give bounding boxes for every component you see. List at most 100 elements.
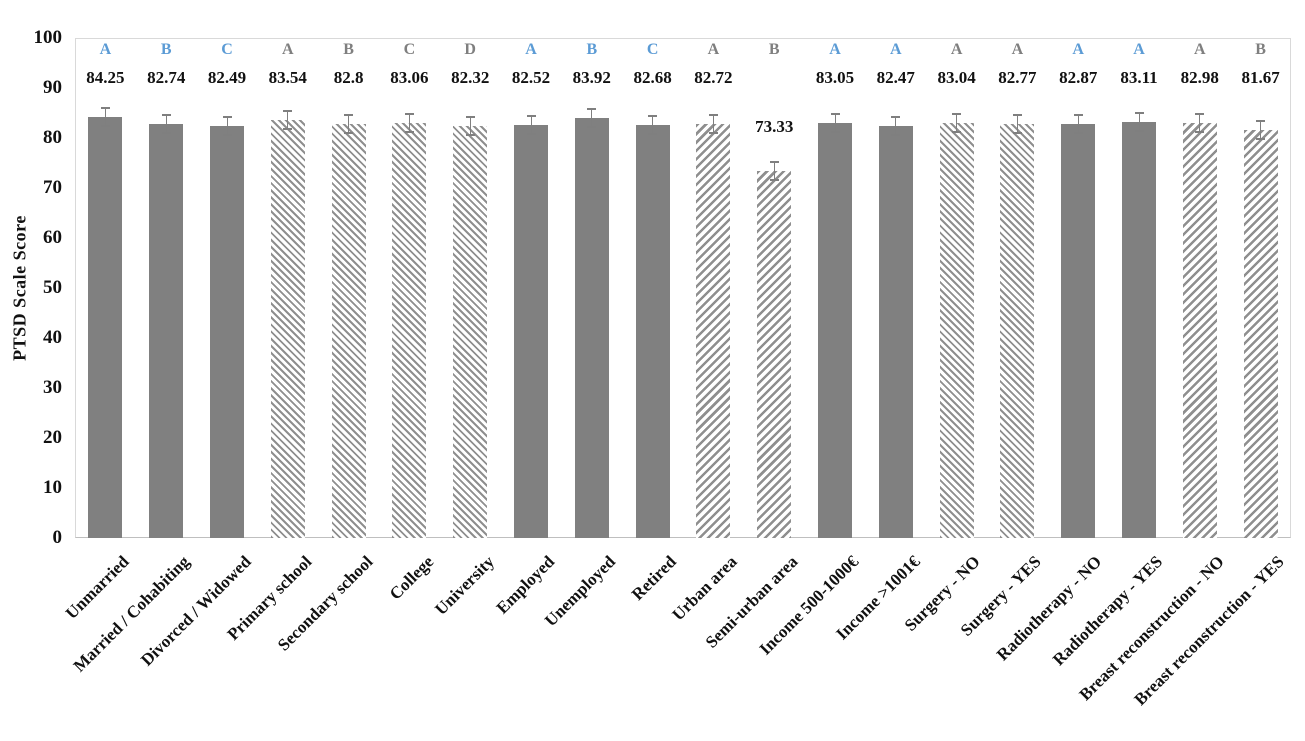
error-bar: [652, 115, 654, 134]
bar-value-label: 82.47: [876, 68, 915, 87]
error-bar-top-cap: [891, 115, 901, 118]
bar-significance-letter: A: [1133, 41, 1145, 58]
bar-value-label: 82.49: [207, 68, 247, 87]
error-bar-top-cap: [465, 116, 475, 119]
error-bar-top-cap: [587, 108, 597, 111]
bar: [635, 124, 670, 538]
bar-value-label: 82.74: [147, 68, 186, 87]
bar-significance-letter: A: [950, 41, 963, 58]
bar: [757, 171, 792, 538]
bar-significance-letter: B: [1255, 41, 1266, 58]
y-axis-tick-label: 60: [43, 227, 62, 248]
error-bar-bottom-cap: [708, 132, 718, 135]
error-bar: [1260, 120, 1262, 139]
error-bar: [1138, 113, 1140, 132]
bar-significance-letter: A: [890, 41, 902, 58]
error-bar-bottom-cap: [526, 133, 536, 136]
bar: [1182, 123, 1217, 538]
bar-significance-letter: B: [586, 41, 598, 58]
error-bar: [834, 113, 836, 132]
bar-significance-letter: A: [829, 41, 841, 58]
error-bar-bottom-cap: [161, 132, 171, 135]
bar: [696, 124, 731, 538]
error-bar-top-cap: [283, 110, 293, 113]
error-bar: [1016, 115, 1018, 134]
error-bar-bottom-cap: [283, 128, 293, 131]
bar: [331, 124, 366, 538]
error-bar-bottom-cap: [769, 179, 779, 182]
bar-significance-letter: B: [343, 41, 354, 58]
error-bar-top-cap: [1073, 113, 1083, 116]
bar-value-label: 83.92: [572, 68, 611, 87]
bar-significance-letter: A: [1011, 41, 1024, 58]
error-bar-bottom-cap: [465, 134, 475, 137]
bar-value-label: 82.77: [998, 68, 1037, 87]
error-bar: [287, 111, 289, 130]
error-bar: [348, 115, 350, 133]
plot-area: [75, 38, 1291, 538]
bar-value-label: 84.25: [86, 68, 125, 87]
bar-significance-letter: A: [1194, 41, 1206, 58]
error-bar-top-cap: [1012, 114, 1022, 117]
error-bar: [469, 117, 471, 136]
bar: [514, 125, 548, 538]
bar: [818, 122, 852, 538]
error-bar-top-cap: [952, 112, 962, 115]
y-axis-tick-label: 30: [43, 377, 62, 398]
y-axis-tick-label: 70: [43, 177, 62, 198]
x-axis-label: Divorced / Widowed: [136, 552, 255, 670]
error-bar-top-cap: [404, 112, 414, 115]
y-axis-tick-label: 90: [43, 77, 62, 98]
bar-value-label: 82.72: [694, 68, 733, 87]
error-bar: [895, 116, 897, 135]
y-axis-tick-label: 10: [43, 477, 62, 498]
error-bar-bottom-cap: [830, 130, 840, 133]
error-bar: [1199, 114, 1201, 133]
bar-significance-letter: A: [1072, 41, 1084, 58]
bar-significance-letter: B: [160, 41, 172, 58]
error-bar-top-cap: [161, 114, 171, 117]
bar-significance-letter: B: [768, 41, 780, 58]
bar: [392, 122, 427, 538]
bar-value-label: 82.98: [1180, 68, 1219, 87]
bar-significance-letter: A: [525, 41, 537, 58]
bar-significance-letter: C: [403, 41, 416, 58]
error-bar-bottom-cap: [344, 132, 354, 134]
bar: [210, 125, 244, 538]
error-bar-top-cap: [344, 114, 354, 116]
bar-value-label: 82.52: [511, 68, 551, 87]
bar-value-label: 82.87: [1059, 68, 1098, 87]
x-axis-label: Radiotherapy - NO: [993, 552, 1106, 665]
error-bar: [530, 116, 532, 135]
bar-value-label: 83.54: [268, 68, 307, 87]
bar-value-label: 82.32: [451, 68, 490, 87]
bar: [88, 116, 123, 538]
x-axis-label: College: [385, 552, 437, 604]
bar: [149, 124, 184, 538]
bar-value-label: 83.04: [937, 68, 976, 87]
error-bar-top-cap: [708, 114, 718, 117]
error-bar: [226, 116, 228, 135]
bar: [1061, 123, 1096, 538]
bar-significance-letter: A: [707, 41, 720, 58]
bar: [1122, 122, 1156, 538]
error-bar-top-cap: [1195, 113, 1205, 116]
bar: [878, 125, 913, 538]
error-bar-top-cap: [648, 114, 658, 117]
error-bar: [591, 109, 593, 128]
error-bar: [1077, 114, 1079, 133]
y-axis-tick-label: 100: [33, 27, 63, 48]
error-bar-bottom-cap: [100, 124, 110, 127]
bar-value-label: 73.33: [755, 117, 794, 137]
bar-value-label: 83.06: [390, 68, 429, 87]
error-bar-bottom-cap: [1012, 132, 1022, 135]
error-bar: [712, 115, 714, 134]
error-bar-bottom-cap: [587, 126, 597, 129]
x-axis-label: Retired: [628, 552, 681, 604]
y-axis-tick-label: 0: [52, 527, 63, 548]
error-bar-bottom-cap: [1134, 130, 1144, 133]
error-bar-top-cap: [1256, 119, 1266, 122]
error-bar-top-cap: [830, 112, 840, 115]
bar-significance-letter: D: [464, 41, 476, 58]
error-bar-top-cap: [526, 115, 536, 118]
